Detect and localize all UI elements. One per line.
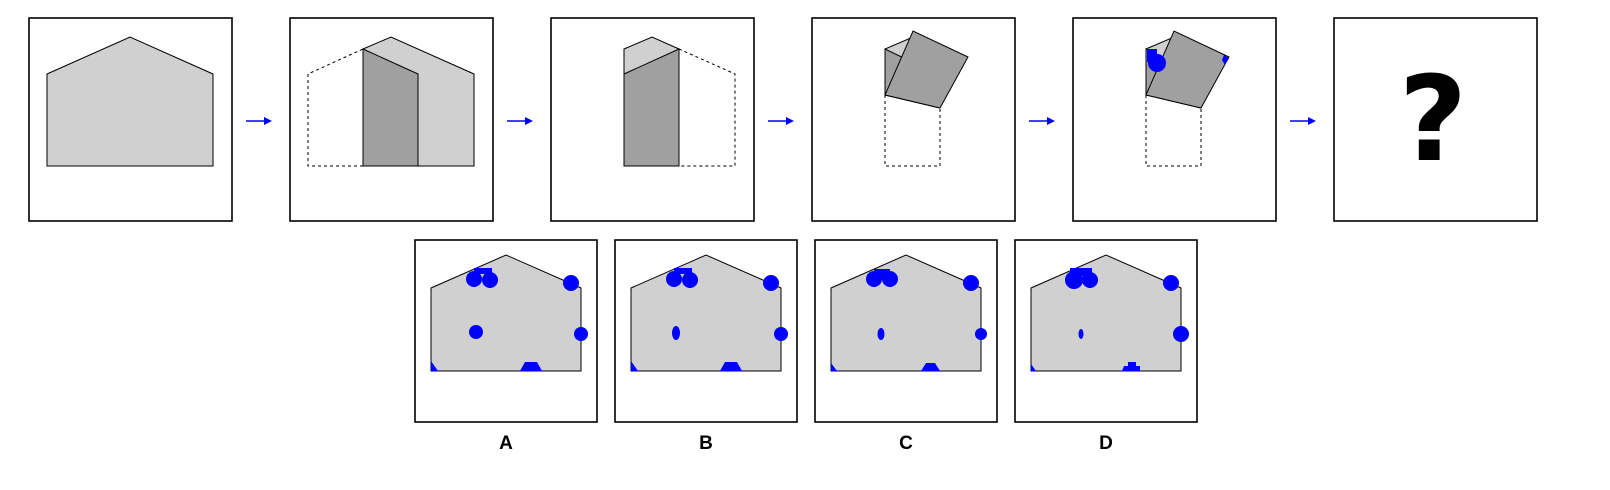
fold-outline-dashed	[678, 48, 736, 167]
step-3-panel	[550, 17, 755, 222]
hole-icon	[431, 361, 438, 371]
option-c[interactable]: C	[814, 239, 998, 454]
hole-icon	[1070, 268, 1092, 276]
arrow-2-icon	[507, 117, 533, 125]
hole-icon	[720, 362, 742, 371]
paper-sheet	[46, 36, 214, 167]
panel-frame	[1333, 17, 1538, 222]
step-2-panel	[289, 17, 494, 222]
holes-group	[831, 269, 987, 371]
arrow-1-icon	[246, 117, 272, 125]
hole-icon	[1173, 326, 1189, 342]
option-label: B	[699, 433, 713, 454]
punched-hole-icon	[1222, 55, 1229, 65]
hole-icon	[466, 271, 482, 287]
paper-folded-flap	[623, 48, 680, 167]
punched-hole-icon	[1147, 49, 1157, 62]
hole-icon	[631, 361, 638, 371]
hole-icon	[874, 269, 890, 279]
option-label: C	[899, 433, 913, 454]
holes-group	[631, 268, 788, 371]
hole-icon	[474, 268, 492, 274]
arrow-3-icon	[768, 117, 794, 125]
fold-sequence: ?	[28, 17, 1538, 222]
hole-icon	[666, 271, 682, 287]
hole-icon	[563, 275, 579, 291]
option-d[interactable]: D	[1014, 239, 1198, 454]
hole-icon	[921, 363, 940, 371]
hole-icon	[469, 325, 483, 339]
holes-group	[431, 268, 588, 371]
option-label: A	[499, 433, 513, 454]
hole-icon	[763, 275, 779, 291]
hole-icon	[520, 362, 542, 371]
step-4-panel	[811, 17, 1016, 222]
hole-icon	[574, 327, 588, 341]
paper-folded-flap	[362, 48, 419, 167]
step-5-panel	[1072, 17, 1277, 222]
hole-icon	[1163, 275, 1179, 291]
option-label: D	[1099, 433, 1113, 454]
holes-group	[1031, 268, 1189, 371]
hole-icon	[1122, 362, 1140, 371]
hole-icon	[674, 268, 692, 274]
paper-folded-flap	[1145, 30, 1230, 109]
option-b[interactable]: B	[614, 239, 798, 454]
fold-outline-dashed	[1145, 95, 1202, 167]
hole-icon	[975, 328, 987, 340]
step-1-panel	[28, 17, 233, 222]
question-mark: ?	[1399, 50, 1467, 188]
paper-folded-flap	[884, 30, 969, 109]
hole-icon	[1031, 364, 1036, 371]
answer-options: A B	[414, 239, 1198, 454]
hole-icon	[963, 275, 979, 291]
hole-icon	[682, 272, 698, 288]
hole-icon	[831, 363, 837, 371]
hole-icon	[1078, 329, 1084, 339]
hole-icon	[672, 326, 680, 340]
question-panel: ?	[1333, 17, 1538, 222]
arrow-5-icon	[1290, 117, 1316, 125]
fold-outline-dashed	[884, 95, 941, 167]
hole-icon	[774, 327, 788, 341]
hole-icon	[482, 272, 498, 288]
hole-icon	[877, 328, 885, 340]
arrow-4-icon	[1029, 117, 1055, 125]
option-a[interactable]: A	[414, 239, 598, 454]
